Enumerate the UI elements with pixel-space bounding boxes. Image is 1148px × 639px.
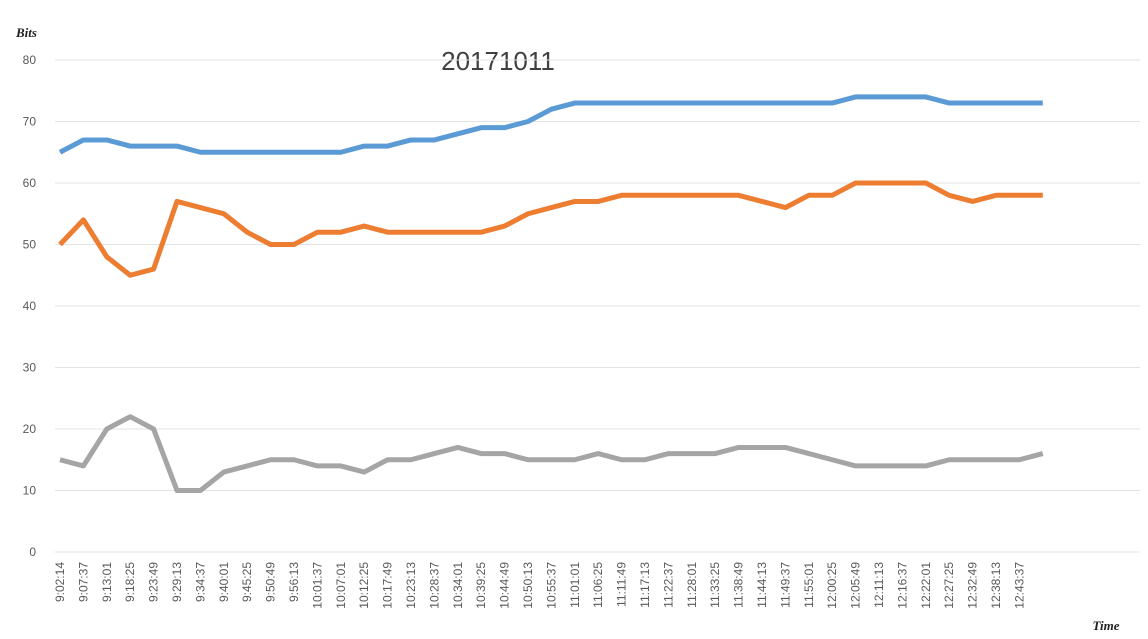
x-tick-label: 9:56:13 — [287, 562, 301, 602]
x-tick-label: 12:27:25 — [942, 562, 956, 609]
x-tick-label: 9:02:14 — [53, 562, 67, 602]
x-tick-label: 11:28:01 — [685, 562, 699, 608]
x-tick-label: 11:11:49 — [615, 562, 629, 607]
x-tick-label: 12:00:25 — [825, 562, 839, 609]
x-tick-label: 12:22:01 — [919, 562, 933, 609]
x-tick-label: 9:50:49 — [264, 562, 278, 602]
y-tick-label: 80 — [23, 53, 37, 67]
x-tick-label: 9:29:13 — [170, 562, 184, 602]
x-tick-label: 11:22:37 — [661, 562, 675, 608]
x-tick-label: 10:01:37 — [310, 562, 324, 609]
x-tick-label: 9:07:37 — [76, 562, 90, 602]
x-tick-label: 9:34:37 — [193, 562, 207, 602]
line-series — [58, 94, 1043, 155]
x-tick-label: 12:11:13 — [872, 562, 886, 608]
x-tick-label: 12:05:49 — [849, 562, 863, 609]
chart-title: 20171011 — [441, 46, 555, 76]
x-tick-label: 9:40:01 — [217, 562, 231, 602]
x-tick-label: 9:45:25 — [240, 562, 254, 602]
x-axis-label: Time — [1093, 618, 1120, 633]
x-tick-label: 11:33:25 — [708, 562, 722, 608]
x-tick-label: 11:06:25 — [591, 562, 605, 608]
line-series — [59, 414, 1044, 493]
x-tick-label: 10:44:49 — [498, 562, 512, 609]
x-tick-label: 11:17:13 — [638, 562, 652, 608]
y-tick-label: 70 — [23, 115, 37, 129]
x-tick-label: 11:01:01 — [568, 562, 582, 608]
y-tick-label: 50 — [23, 238, 37, 252]
x-tick-label: 12:43:37 — [1012, 562, 1026, 609]
x-tick-label: 10:07:01 — [334, 562, 348, 609]
x-tick-label: 11:38:49 — [732, 562, 746, 608]
x-tick-label: 10:23:13 — [404, 562, 418, 609]
x-tick-label: 12:38:13 — [989, 562, 1003, 609]
y-axis-label: Bits — [15, 25, 37, 40]
x-tick-label: 12:32:49 — [966, 562, 980, 609]
x-tick-label: 10:12:25 — [357, 562, 371, 609]
y-tick-label: 30 — [23, 361, 37, 375]
y-tick-label: 10 — [23, 484, 37, 498]
y-tick-label: 40 — [23, 299, 37, 313]
line-series — [58, 180, 1043, 278]
x-tick-label: 11:49:37 — [778, 562, 792, 608]
y-tick-label: 20 — [23, 422, 37, 436]
x-tick-label: 11:44:13 — [755, 562, 769, 608]
y-tick-label: 60 — [23, 176, 37, 190]
x-tick-label: 11:55:01 — [802, 562, 816, 608]
x-tick-label: 10:28:37 — [427, 562, 441, 609]
x-tick-label: 10:50:13 — [521, 562, 535, 609]
x-tick-label: 9:23:49 — [147, 562, 161, 602]
x-tick-label: 9:13:01 — [100, 562, 114, 602]
x-tick-label: 9:18:25 — [123, 562, 137, 602]
y-tick-label: 0 — [29, 545, 36, 559]
x-tick-label: 10:17:49 — [381, 562, 395, 609]
x-tick-label: 10:55:37 — [544, 562, 558, 609]
x-tick-label: 10:34:01 — [451, 562, 465, 609]
x-tick-label: 10:39:25 — [474, 562, 488, 609]
x-tick-label: 12:16:37 — [895, 562, 909, 609]
